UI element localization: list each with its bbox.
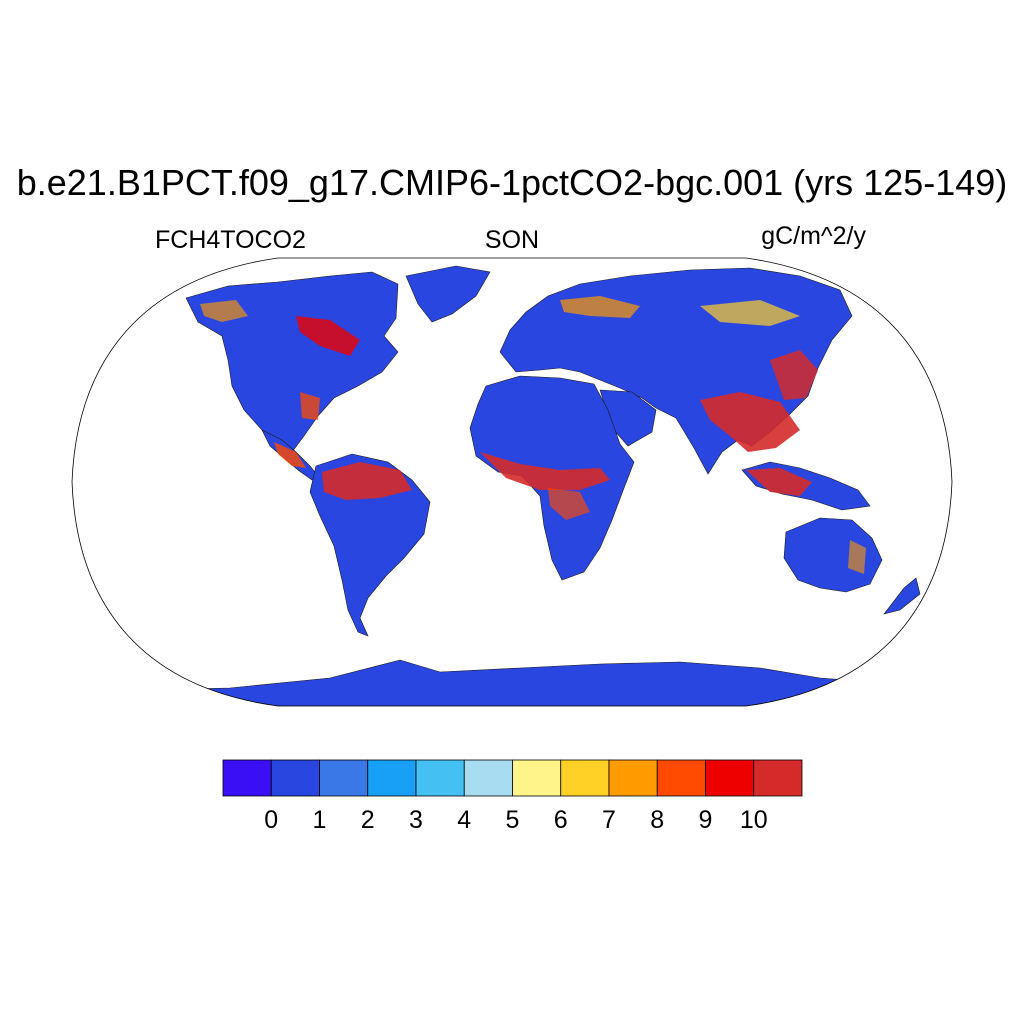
land-antarctica: [72, 659, 952, 706]
colorbar-box-8: [608, 759, 658, 797]
colorbar-box-1: [270, 759, 320, 797]
hotspot-alaska: [200, 300, 248, 322]
hotspot-congo: [548, 488, 590, 520]
hotspot-us-southeast: [300, 392, 320, 420]
hotspot-layer: [200, 296, 866, 574]
colorbar-label: 3: [409, 806, 423, 834]
hotspot-indonesia: [746, 468, 812, 496]
hotspot-amazon: [322, 462, 412, 500]
colorbar-box-4: [415, 759, 465, 797]
colorbar-box-2: [319, 759, 369, 797]
land-new-zealand: [883, 577, 921, 615]
hotspot-siberia: [700, 300, 800, 326]
colorbar-label: 10: [740, 806, 768, 834]
colorbar-box-7: [560, 759, 610, 797]
hotspot-south-asia: [700, 392, 800, 452]
colorbar-box-9: [656, 759, 706, 797]
colorbar-label: 4: [457, 806, 471, 834]
land-south-america: [309, 453, 431, 637]
colorbar-box-3: [367, 759, 417, 797]
variable-label: FCH4TOCO2: [155, 226, 306, 254]
colorbar-box-6: [512, 759, 562, 797]
hotspot-east-asia: [770, 350, 818, 400]
colorbar-label: 8: [650, 806, 664, 834]
land-australia: [783, 517, 883, 593]
plot-title: b.e21.B1PCT.f09_g17.CMIP6-1pctCO2-bgc.00…: [16, 162, 1008, 203]
land-greenland: [405, 265, 491, 323]
units-label: gC/m^2/y: [761, 222, 866, 250]
hotspot-northern-eurasia: [560, 296, 640, 318]
colorbar-label: 0: [264, 806, 278, 834]
hotspot-central-america: [274, 442, 306, 468]
colorbar-label: 9: [699, 806, 713, 834]
colorbar-label: 2: [361, 806, 375, 834]
colorbar-label: 6: [554, 806, 568, 834]
hotspot-north-america-lakes: [296, 316, 360, 356]
season-label: SON: [484, 226, 540, 254]
colorbar-box-10: [705, 759, 755, 797]
colorbar-box-0: [222, 759, 272, 797]
colorbar-label: 5: [506, 806, 520, 834]
hotspot-sahel: [480, 452, 610, 490]
colorbar-label: 1: [313, 806, 327, 834]
colorbar-box-11: [753, 759, 803, 797]
colorbar-box-5: [463, 759, 513, 797]
colorbar-label: 7: [602, 806, 616, 834]
map-boundary: [71, 257, 953, 707]
hotspot-eastern-australia: [848, 540, 866, 574]
